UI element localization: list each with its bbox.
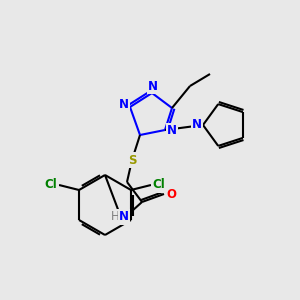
Text: N: N — [148, 80, 158, 92]
Text: S: S — [128, 154, 136, 166]
Text: Cl: Cl — [45, 178, 57, 191]
Text: N: N — [119, 98, 129, 112]
Text: Cl: Cl — [153, 178, 165, 191]
Text: N: N — [192, 118, 202, 131]
Text: H: H — [111, 211, 119, 224]
Text: O: O — [166, 188, 176, 200]
Text: N: N — [119, 211, 129, 224]
Text: N: N — [167, 124, 177, 137]
